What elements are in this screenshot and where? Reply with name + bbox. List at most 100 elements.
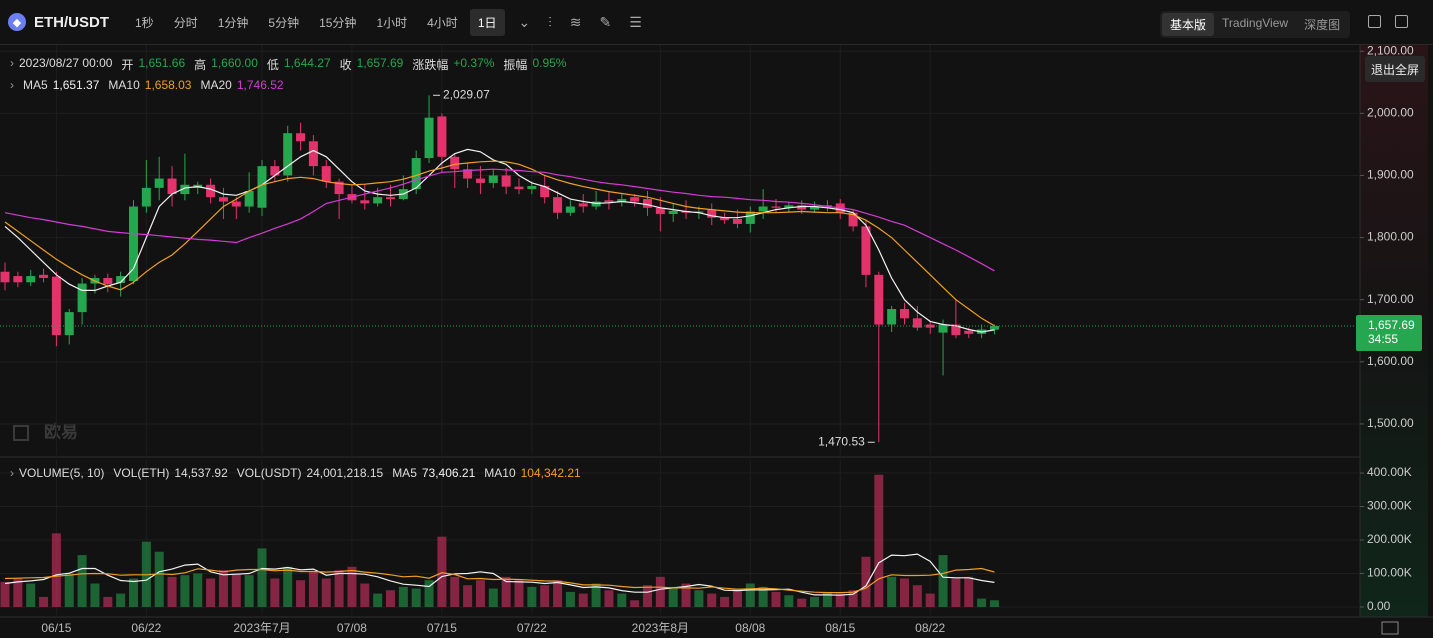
- volume-bar: [540, 585, 550, 607]
- volume-bar: [578, 593, 588, 607]
- volume-bar: [822, 591, 832, 607]
- candle-body: [360, 200, 370, 204]
- y-tick-label: 300.00K: [1367, 499, 1412, 513]
- legend-value: 1,651.66: [138, 56, 186, 70]
- volume-legend: › VOLUME(5, 10) VOL(ETH) 14,537.92 VOL(USDT)…: [10, 466, 581, 480]
- volume-bar: [925, 593, 935, 607]
- watermark: 欧易: [44, 421, 78, 441]
- legend-value: +0.37%: [453, 56, 495, 70]
- volume-bar: [0, 581, 10, 607]
- candle-body: [231, 201, 241, 207]
- volume-bar: [874, 474, 884, 607]
- candle-body: [129, 206, 138, 282]
- ma-value: 1,651.37: [52, 78, 100, 92]
- interval-btn[interactable]: 分时: [173, 15, 198, 30]
- volume-bar: [732, 588, 742, 607]
- candle-body: [411, 158, 421, 190]
- draw[interactable]: ✎: [599, 13, 612, 30]
- fullscreen-btn[interactable]: [1395, 15, 1408, 28]
- interval-btn[interactable]: 4小时: [427, 15, 458, 30]
- candle-body: [643, 199, 652, 208]
- candle-body: [283, 133, 293, 176]
- candle-body: [578, 203, 588, 207]
- volume-bar: [797, 598, 807, 607]
- volume-bar: [296, 580, 306, 607]
- volume-bar: [604, 590, 614, 607]
- interval-btn[interactable]: 5分钟: [268, 15, 300, 30]
- candle-body: [501, 175, 511, 187]
- legend-value: 1,660.00: [211, 56, 258, 70]
- indicator[interactable]: ≋: [569, 13, 582, 30]
- y-tick-label: 2,000.00: [1367, 106, 1414, 120]
- x-tick-label: 07/15: [427, 621, 457, 635]
- watermark-logo: [13, 425, 29, 441]
- candle-body: [668, 210, 678, 214]
- x-tick-label: 2023年7月: [233, 621, 290, 635]
- volume-bar: [848, 590, 858, 607]
- volume-bar: [475, 580, 485, 607]
- x-tick-label: 08/22: [915, 621, 945, 635]
- candle-body: [488, 175, 498, 183]
- candle-body: [771, 206, 781, 208]
- interval-btn[interactable]: 1秒: [135, 15, 154, 30]
- volume-bar: [630, 600, 640, 607]
- volume-bar: [347, 566, 357, 607]
- ma-name: MA20: [200, 78, 232, 92]
- ma-line: [4, 567, 995, 594]
- menu[interactable]: ☰: [629, 13, 642, 30]
- window-btn[interactable]: [1368, 15, 1381, 28]
- volume-bar: [437, 536, 447, 607]
- symbol[interactable]: ETH/USDT: [34, 13, 109, 31]
- vma-name: MA10: [484, 466, 516, 480]
- candle-body: [938, 324, 948, 333]
- view-btn[interactable]: 深度图: [1304, 18, 1341, 32]
- interval-btn[interactable]: 1小时: [376, 15, 408, 30]
- volume-bar: [912, 585, 922, 607]
- volume-bar: [103, 596, 113, 607]
- interval-btn[interactable]: 1分钟: [217, 15, 249, 30]
- dropdown[interactable]: ⌄: [518, 13, 531, 30]
- volume-bar: [668, 586, 678, 607]
- exit-fullscreen[interactable]: 退出全屏: [1365, 56, 1425, 82]
- y-tick-label: 100.00K: [1367, 566, 1412, 580]
- interval-btn[interactable]: 15分钟: [319, 15, 357, 30]
- grid: [0, 45, 1360, 615]
- candle-body: [565, 206, 575, 213]
- volume-bar: [180, 575, 190, 607]
- volume-bar: [514, 580, 524, 607]
- interval-btn[interactable]: 1日: [469, 8, 505, 36]
- chart-type[interactable]: ⫶: [548, 13, 552, 30]
- volume-bar: [463, 585, 473, 607]
- volume-bar: [231, 573, 241, 607]
- candle-body: [141, 187, 151, 207]
- volume-bar: [655, 576, 665, 607]
- volume-bar: [334, 570, 344, 607]
- settings-icon[interactable]: [1381, 621, 1399, 635]
- candle-body: [463, 169, 473, 179]
- view-btn[interactable]: 基本版: [1162, 13, 1215, 36]
- volume-bar: [39, 596, 49, 607]
- candle-body: [514, 186, 524, 190]
- legend-label: 涨跌幅: [412, 58, 449, 72]
- volume-bar: [373, 593, 383, 607]
- volume-bar: [386, 590, 395, 607]
- marks: [0, 95, 999, 607]
- candle-body: [912, 318, 922, 328]
- legend-value: 1,644.27: [283, 56, 331, 70]
- candle-body: [822, 205, 832, 207]
- volume-bar: [321, 578, 331, 607]
- candle-body: [874, 274, 884, 325]
- toolbar: ◆ ETH/USDT 1秒 分时 1分钟 5分钟 15分钟 1小时 4小时 1日 ⌄ ⫶ ≋ ✎ ☰ …: [0, 0, 1433, 45]
- candle-body: [964, 330, 974, 334]
- candle-body: [861, 226, 871, 275]
- y-tick-label: 0.00: [1367, 599, 1391, 613]
- view-btn[interactable]: TradingView: [1222, 16, 1289, 30]
- volume-bar: [553, 580, 563, 607]
- candle-body: [989, 325, 999, 330]
- volume-bar: [745, 583, 755, 607]
- candle-body: [784, 205, 794, 208]
- volume-bar: [424, 580, 434, 607]
- volume-bar: [26, 583, 36, 607]
- volume-bar: [694, 590, 704, 607]
